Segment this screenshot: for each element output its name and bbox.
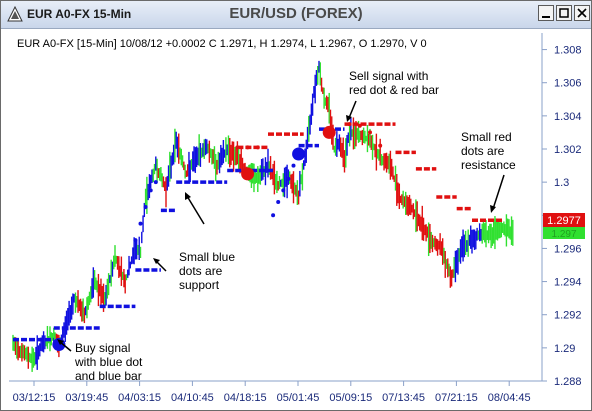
- annotation-support: Small blue dots are support: [153, 192, 235, 292]
- minimize-icon: [542, 16, 550, 18]
- x-tick-label: 03/19:45: [65, 392, 108, 404]
- arrow-icon: [348, 100, 357, 119]
- y-axis-ticks: 1.288 1.29 1.292 1.294 1.296 1.3 1.302 1.304 1.3…: [542, 45, 582, 388]
- support-dot: [133, 238, 138, 243]
- resistance-dot: [378, 143, 383, 148]
- svg-text:red dot & red bar: red dot & red bar: [349, 83, 439, 97]
- chart-instrument-title: EUR/USD (FOREX): [229, 5, 363, 22]
- y-tick-label: 1.296: [554, 243, 582, 255]
- green-price-label: 1.297: [543, 227, 585, 240]
- x-tick-label: 05/09:15: [329, 392, 372, 404]
- support-resistance-dots: [133, 122, 383, 243]
- support-dot: [276, 200, 281, 205]
- svg-text:and blue bar: and blue bar: [75, 369, 142, 383]
- buy-signal-dot: [292, 147, 306, 161]
- last-price-label: 1.2977: [543, 213, 585, 227]
- svg-text:Buy signal: Buy signal: [75, 341, 130, 355]
- y-tick-label: 1.292: [554, 310, 582, 322]
- svg-text:dots are: dots are: [461, 144, 505, 158]
- resistance-dot: [347, 122, 352, 127]
- resistance-dot: [235, 145, 240, 150]
- x-tick-label: 04/18:15: [224, 392, 267, 404]
- close-icon: [577, 8, 587, 18]
- maximize-icon: [559, 8, 569, 18]
- chart-header-text: EUR A0-FX [15-Min] 10/08/12 +0.0002 C 1.…: [17, 38, 427, 50]
- y-tick-label: 1.294: [554, 277, 582, 289]
- signal-markers: [52, 125, 336, 352]
- x-tick-label: 03/12:15: [13, 392, 56, 404]
- support-dot: [143, 205, 148, 209]
- price-chart[interactable]: EUR A0-FX [15-Min] 10/08/12 +0.0002 C 1.…: [1, 29, 591, 410]
- svg-text:support: support: [179, 278, 220, 292]
- support-dot: [153, 180, 158, 185]
- title-bar[interactable]: EUR A0-FX 15-Min EUR/USD (FOREX): [1, 1, 591, 29]
- price-bars: [12, 60, 514, 372]
- arrow-icon: [186, 195, 205, 225]
- x-tick-label: 08/04:45: [488, 392, 531, 404]
- y-tick-label: 1.3: [554, 177, 569, 189]
- svg-text:with blue dot: with blue dot: [74, 355, 143, 369]
- arrow-icon: [492, 174, 505, 210]
- annotation-sell: Sell signal with red dot & red bar: [346, 69, 439, 122]
- support-dot: [138, 221, 143, 226]
- support-dot: [281, 188, 286, 193]
- annotation-buy: Buy signal with blue dot and blue bar: [57, 339, 143, 383]
- x-tick-label: 07/21:15: [435, 392, 478, 404]
- y-tick-label: 1.29: [554, 343, 575, 355]
- close-button[interactable]: [574, 5, 590, 21]
- maximize-button[interactable]: [556, 5, 572, 21]
- svg-text:resistance: resistance: [461, 158, 516, 172]
- svg-text:dots are: dots are: [179, 264, 223, 278]
- support-dot: [286, 176, 291, 181]
- y-tick-label: 1.304: [554, 111, 582, 123]
- svg-text:1.297: 1.297: [551, 229, 576, 240]
- x-axis-ticks: 03/12:15 03/19:45 04/03:15 04/10:45 04/18:15…: [13, 381, 531, 404]
- sell-signal-dot: [322, 125, 336, 139]
- sell-signal-dot: [241, 167, 255, 181]
- resistance-dot: [368, 130, 372, 135]
- support-dot: [291, 163, 296, 168]
- y-tick-label: 1.288: [554, 376, 582, 388]
- app-logo-icon: [7, 6, 23, 22]
- svg-text:Small blue: Small blue: [179, 250, 235, 264]
- svg-text:1.2977: 1.2977: [547, 215, 581, 227]
- annotations: Buy signal with blue dot and blue bar Sm…: [57, 69, 516, 383]
- x-tick-label: 04/03:15: [118, 392, 161, 404]
- x-tick-label: 07/13:45: [382, 392, 425, 404]
- x-tick-label: 04/10:45: [171, 392, 214, 404]
- annotation-resistance: Small red dots are resistance: [461, 130, 516, 213]
- y-tick-label: 1.302: [554, 144, 582, 156]
- minimize-button[interactable]: [538, 5, 554, 21]
- svg-text:Small red: Small red: [461, 130, 512, 144]
- y-tick-label: 1.306: [554, 78, 582, 90]
- window-title: EUR A0-FX 15-Min: [27, 7, 132, 21]
- resistance-dot: [245, 145, 250, 150]
- svg-text:Sell signal with: Sell signal with: [349, 69, 428, 83]
- resistance-dot: [357, 123, 362, 128]
- resistance-dot: [255, 145, 260, 150]
- x-tick-label: 05/01:45: [277, 392, 320, 404]
- support-dot: [148, 188, 153, 193]
- arrow-icon: [155, 260, 167, 272]
- support-dot: [271, 213, 276, 218]
- y-tick-label: 1.308: [554, 45, 582, 57]
